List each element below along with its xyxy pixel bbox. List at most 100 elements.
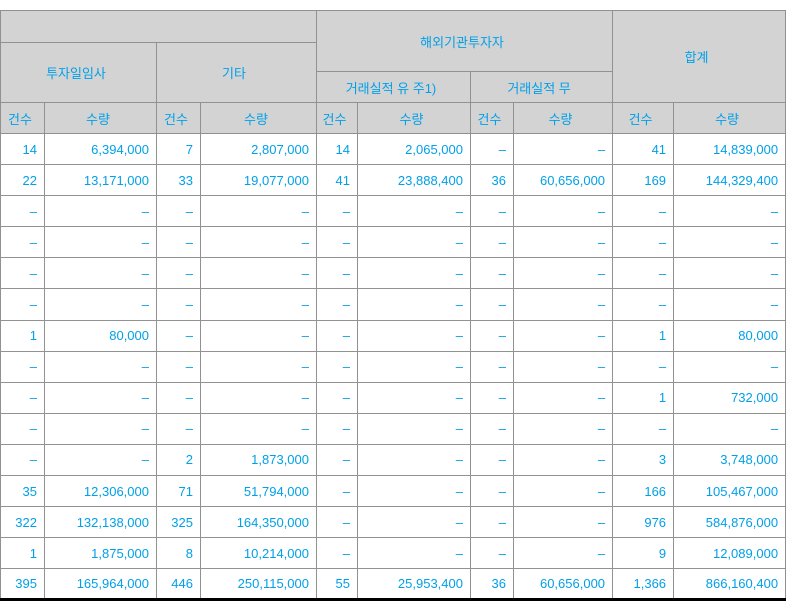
cell-value: – [44,412,157,445]
cell-value: 1 [612,319,675,352]
header-group-foreign-institutional: 해외기관투자자 [315,10,614,72]
header-row-1: 해외기관투자자 합계 [0,10,787,103]
table-row: – – – – – – – – – – [0,226,787,259]
cell-value: 22 [0,164,45,197]
cell-value: – [357,319,471,352]
cell-value: – [0,412,45,445]
cell-value: – [470,537,514,570]
col-header-count: 건수 [470,102,514,134]
cell-value: 23,888,400 [357,164,471,197]
cell-value: 60,656,000 [512,568,614,601]
cell-value: 36 [470,164,514,197]
cell-value: – [0,381,45,414]
cell-value: – [156,350,201,383]
cell-value: 165,964,000 [44,568,157,601]
cell-value: – [357,506,471,539]
cell-value: – [357,257,471,290]
cell-value: 1 [0,319,45,352]
cell-value: 144,329,400 [673,164,787,197]
cell-value: 732,000 [673,381,787,414]
cell-value: – [156,257,201,290]
cell-value: – [44,195,157,228]
cell-value: 866,160,400 [673,568,787,601]
cell-value: – [357,412,471,445]
cell-value: – [316,226,358,259]
cell-value: – [200,381,317,414]
cell-value: – [470,257,514,290]
cell-value: – [512,381,614,414]
cell-value: 2,065,000 [357,132,471,166]
table-row: – – – – – – – – – – [0,288,787,321]
col-header-count: 건수 [316,102,358,134]
cell-value: 33 [156,164,201,197]
cell-value: 976 [612,506,675,539]
cell-value: – [0,195,45,228]
cell-value: – [673,195,787,228]
cell-value: – [673,226,787,259]
col-header-quantity: 수량 [357,102,471,134]
cell-value: – [470,350,514,383]
cell-value: 164,350,000 [200,506,317,539]
cell-value: 1 [612,381,675,414]
cell-value: 80,000 [44,319,157,352]
cell-value: 35 [0,475,45,508]
cell-value: 1,875,000 [44,537,157,570]
cell-value: 2 [156,443,201,477]
cell-value: – [156,381,201,414]
cell-value: – [0,288,45,321]
cell-value: – [673,288,787,321]
cell-value: – [44,226,157,259]
cell-value: – [470,443,514,477]
cell-value: 166 [612,475,675,508]
cell-value: 6,394,000 [44,132,157,166]
cell-value: – [512,537,614,570]
cell-value: 19,077,000 [200,164,317,197]
col-header-count: 건수 [0,102,45,134]
cell-value: 41 [316,164,358,197]
table-row: – – – – – – – – – – [0,257,787,290]
cell-value: – [0,443,45,477]
table-row: 1 80,000– – – – – –1 80,000 [0,319,787,352]
cell-value: – [512,350,614,383]
cell-value: 60,656,000 [512,164,614,197]
cell-value: – [673,257,787,290]
cell-value: – [357,226,471,259]
cell-value: – [200,319,317,352]
cell-value: – [156,288,201,321]
cell-value: – [470,195,514,228]
table-row: – – – – – – – –1 732,000 [0,381,787,414]
cell-value: 2,807,000 [200,132,317,166]
cell-value: 71 [156,475,201,508]
cell-value: 395 [0,568,45,601]
col-header-count: 건수 [156,102,201,134]
cell-value: 14 [0,132,45,166]
cell-value: – [200,226,317,259]
cell-value: 3 [612,443,675,477]
table-header: 해외기관투자자 합계 투자일임사 기타 거래실적 유 주1) 거래실적 무 건수… [0,10,787,134]
cell-value: – [316,475,358,508]
cell-value: 325 [156,506,201,539]
cell-value: 322 [0,506,45,539]
cell-value: – [44,381,157,414]
cell-value: – [470,288,514,321]
table-row: 395 165,964,000 446 250,115,000 55 25,953,400… [0,568,787,601]
table-row: – – – – – – – – – – [0,195,787,228]
cell-value: – [200,257,317,290]
table-row: 22 13,171,000 33 19,077,000 41 23,888,400 36 60… [0,164,787,197]
header-sub-trading-record-no: 거래실적 무 [469,71,614,103]
header-group-total: 합계 [612,10,787,103]
cell-value: 132,138,000 [44,506,157,539]
cell-value: – [200,412,317,445]
trading-volume-table: 해외기관투자자 합계 투자일임사 기타 거래실적 유 주1) 거래실적 무 건수… [0,10,787,602]
cell-value: – [316,195,358,228]
cell-value: 584,876,000 [673,506,787,539]
cell-value: 14,839,000 [673,132,787,166]
cell-value: – [470,475,514,508]
cell-value: – [512,443,614,477]
cell-value: – [612,288,675,321]
cell-value: – [357,381,471,414]
cell-value: – [44,443,157,477]
cell-value: 12,089,000 [673,537,787,570]
cell-value: – [470,319,514,352]
cell-value: – [470,226,514,259]
